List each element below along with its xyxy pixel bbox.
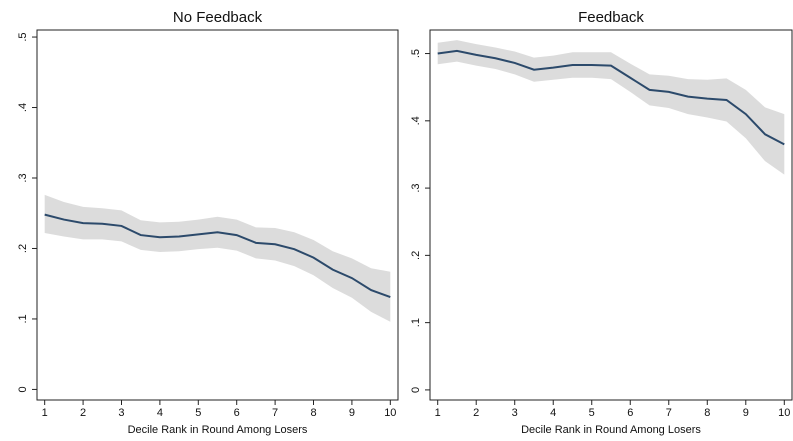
- y-tick-label: .4: [17, 103, 29, 112]
- line: [44, 213, 391, 299]
- x-tick-label: 2: [473, 407, 479, 419]
- x-tick-label: 6: [234, 407, 240, 419]
- y-tick-label: .2: [410, 251, 422, 260]
- x-tick-label: 4: [157, 407, 163, 419]
- y-tick-label: .1: [410, 318, 422, 327]
- y-tick-label: .5: [410, 49, 422, 58]
- line: [437, 49, 785, 146]
- x-tick-label: 10: [384, 407, 396, 419]
- y-tick-label: .1: [17, 314, 29, 323]
- x-tick-label: 5: [589, 407, 595, 419]
- y-tick-label: .3: [17, 173, 29, 182]
- chart-title: No Feedback: [173, 9, 263, 26]
- x-tick-label: 10: [778, 407, 790, 419]
- plot-frame: [429, 29, 793, 401]
- x-tick-label: 7: [272, 407, 278, 419]
- x-tick-label: 1: [42, 407, 48, 419]
- y-tick-label: .3: [410, 183, 422, 192]
- x-tick-label: 8: [310, 407, 316, 419]
- y-tick-label: .4: [410, 116, 422, 125]
- x-axis-label: Decile Rank in Round Among Losers: [128, 424, 308, 436]
- x-tick-label: 8: [704, 407, 710, 419]
- y-tick-label: .5: [17, 32, 29, 41]
- x-tick-label: 9: [743, 407, 749, 419]
- chart-title: Feedback: [578, 9, 644, 26]
- x-tick-label: 1: [435, 407, 441, 419]
- x-tick-label: 2: [80, 407, 86, 419]
- x-tick-label: 5: [195, 407, 201, 419]
- x-tick-label: 9: [349, 407, 355, 419]
- plot-frame: [36, 29, 399, 401]
- x-axis-label: Decile Rank in Round Among Losers: [521, 424, 701, 436]
- y-tick-label: 0: [17, 386, 29, 392]
- y-tick-label: 0: [410, 387, 422, 393]
- x-tick-label: 3: [118, 407, 124, 419]
- x-tick-label: 4: [550, 407, 556, 419]
- y-tick-label: .2: [17, 244, 29, 253]
- x-tick-label: 6: [627, 407, 633, 419]
- confidence-band: [44, 194, 391, 322]
- x-tick-label: 7: [666, 407, 672, 419]
- x-tick-label: 3: [512, 407, 518, 419]
- confidence-band: [437, 40, 785, 175]
